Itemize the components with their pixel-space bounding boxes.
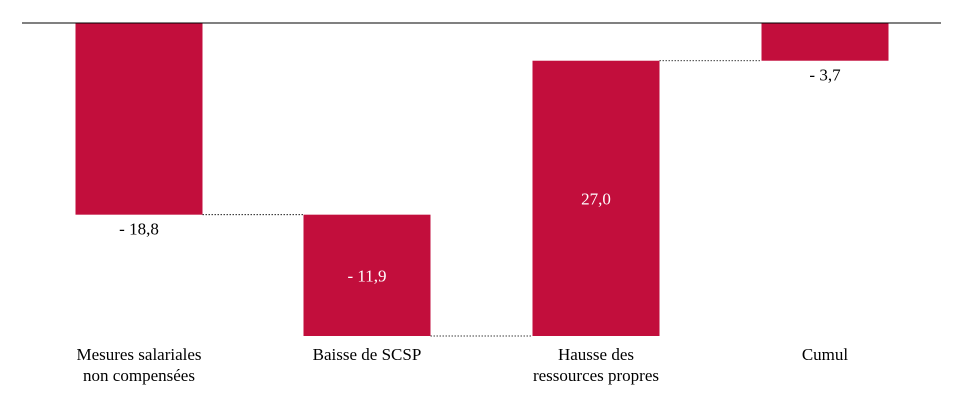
value-label-1: - 18,8 bbox=[119, 220, 159, 239]
bar-1 bbox=[75, 23, 203, 215]
category-label-3: Hausse des ressources propres bbox=[533, 345, 659, 385]
value-label-2: - 11,9 bbox=[347, 266, 386, 285]
category-label-4: Cumul bbox=[802, 345, 849, 364]
value-label-4: - 3,7 bbox=[809, 66, 841, 85]
bar-3 bbox=[532, 60, 660, 337]
bar-2 bbox=[303, 214, 431, 336]
category-label-2: Baisse de SCSP bbox=[313, 345, 422, 364]
category-label-1: Mesures salariales non compensées bbox=[76, 345, 201, 385]
value-label-3: 27,0 bbox=[581, 189, 611, 208]
bar-4 bbox=[761, 23, 889, 61]
